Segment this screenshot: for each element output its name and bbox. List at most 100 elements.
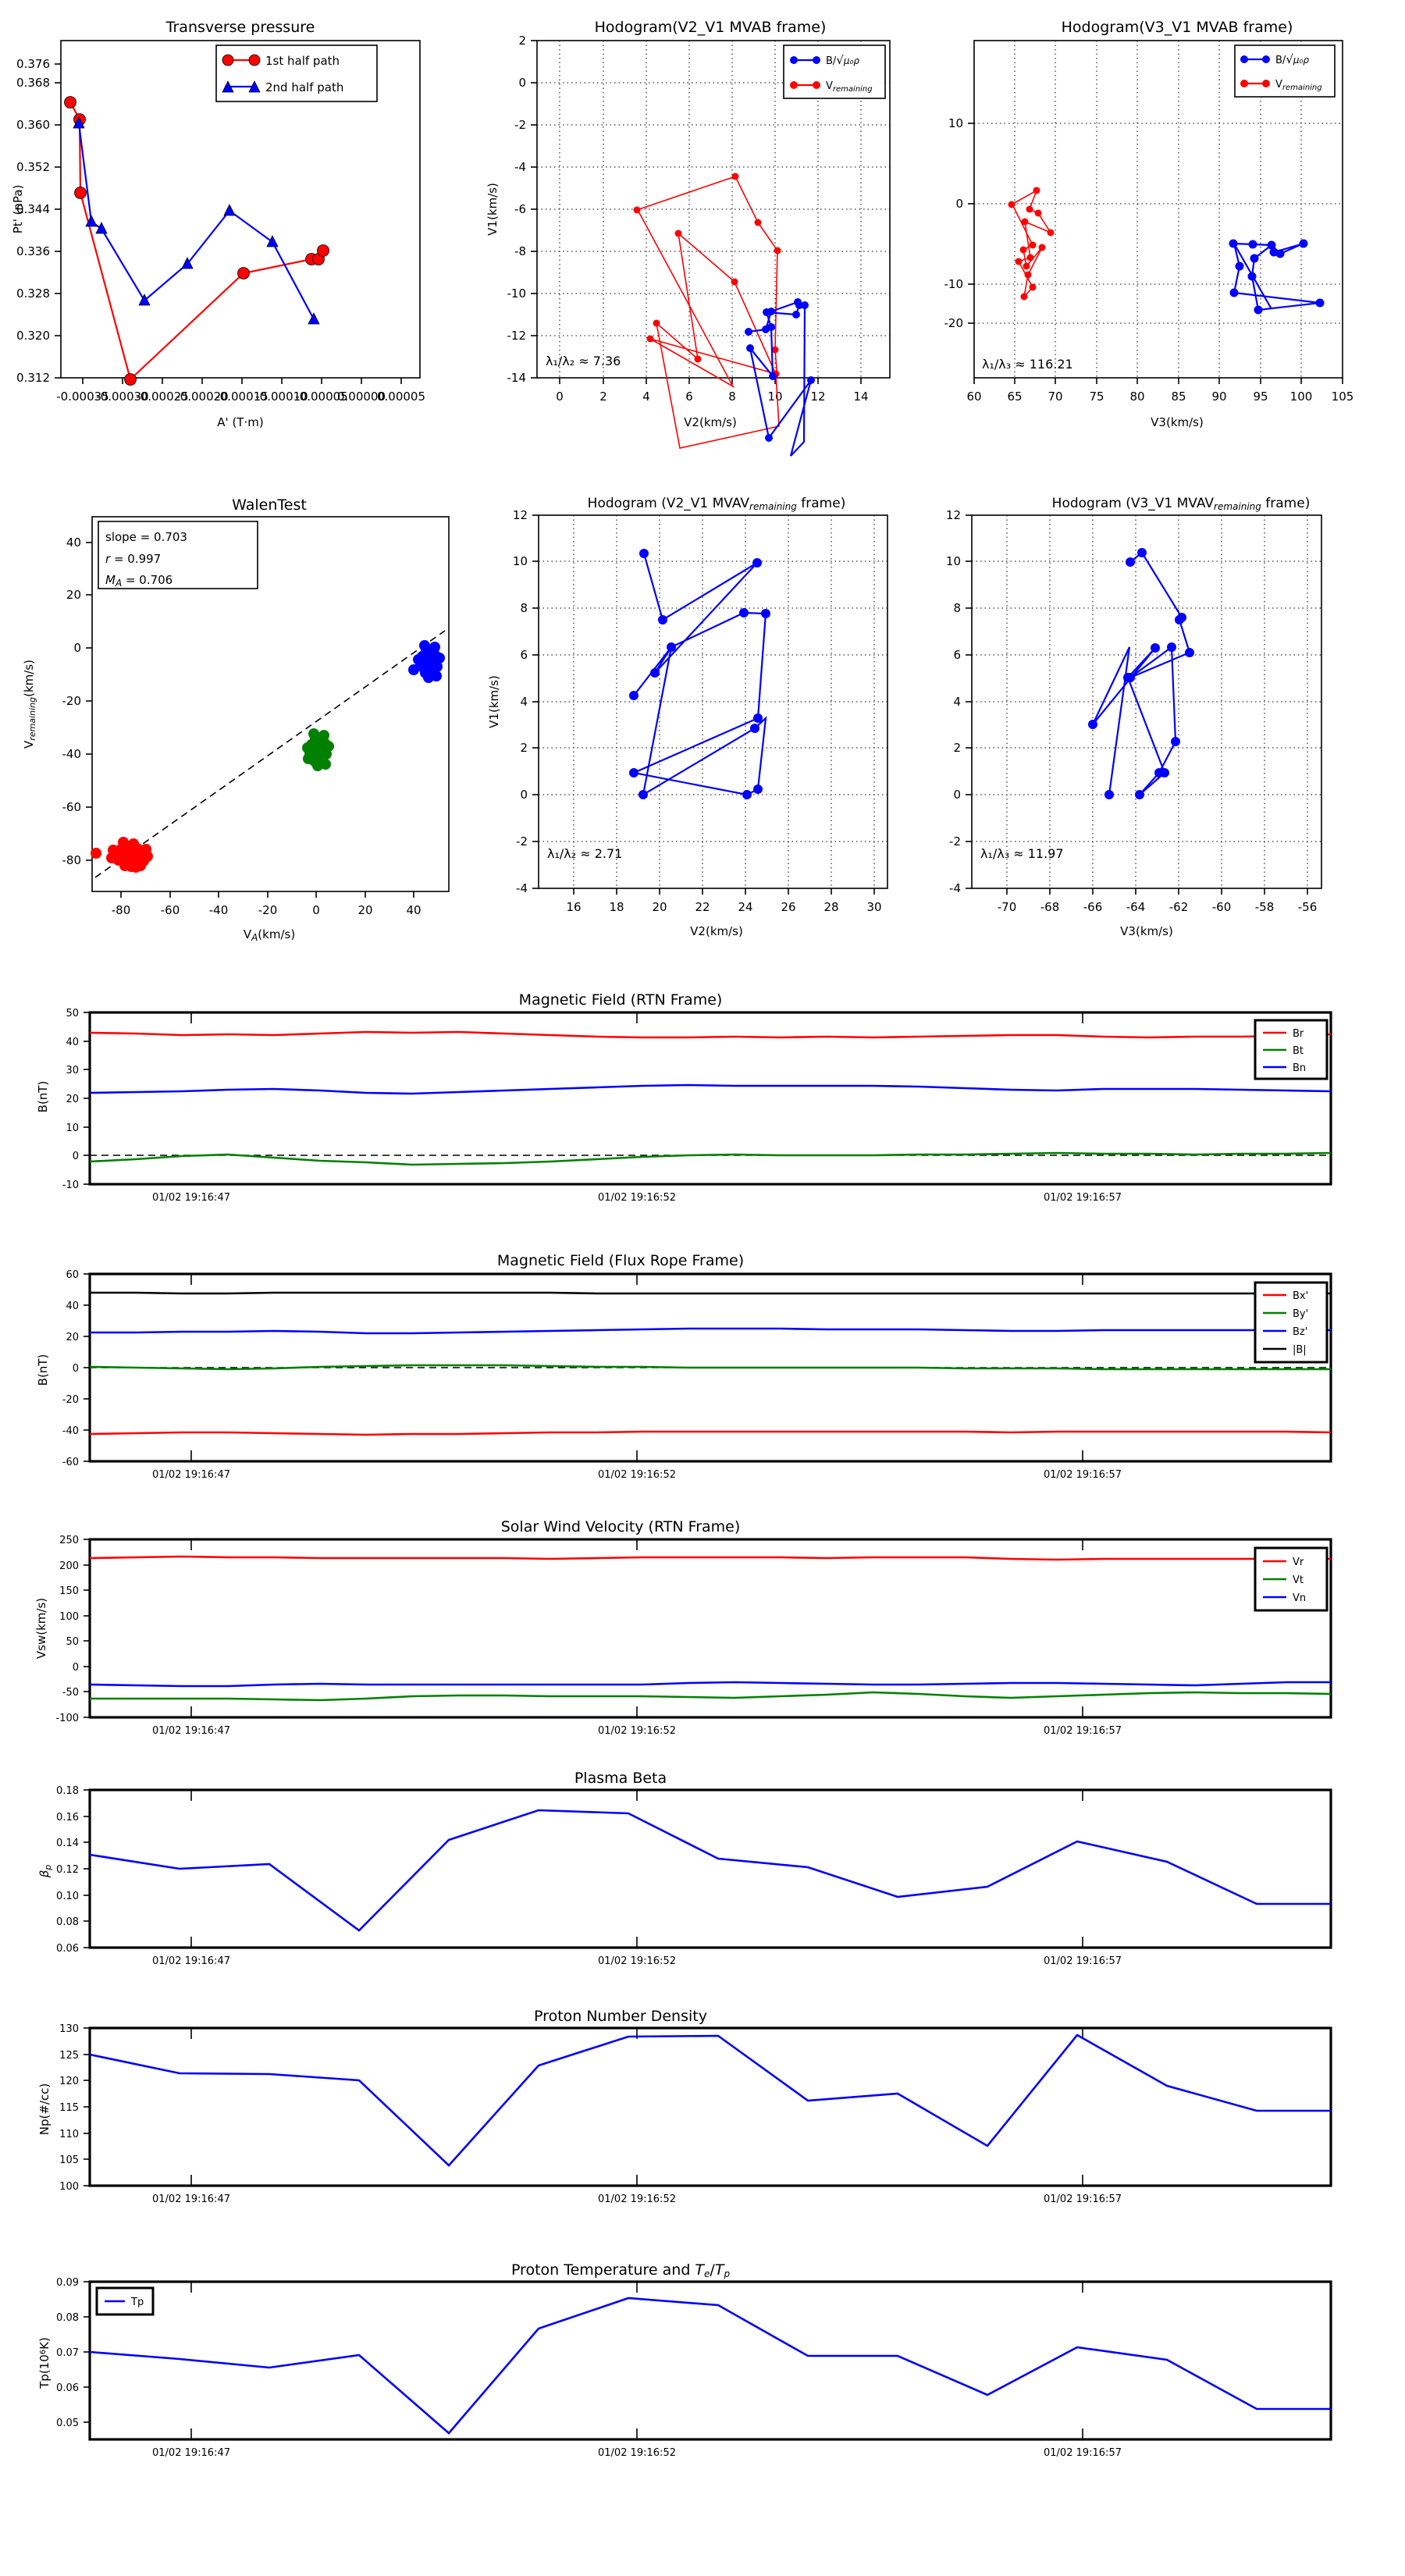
svg-text:100: 100 xyxy=(1290,390,1313,404)
svg-text:01/02 19:16:52: 01/02 19:16:52 xyxy=(598,1955,676,1967)
axes-frame xyxy=(88,2026,1332,2187)
svg-text:0.320: 0.320 xyxy=(16,329,50,343)
svg-text:8: 8 xyxy=(953,601,961,615)
legend-label-vn: Vn xyxy=(1293,1592,1306,1604)
x-axis-ticks: 0 2 4 6 8 10 12 14 xyxy=(556,378,869,404)
legend-label-vr: Vr xyxy=(1293,1557,1304,1568)
svg-text:0: 0 xyxy=(953,788,961,802)
svg-text:-12: -12 xyxy=(507,329,527,343)
series-vt xyxy=(90,1691,1332,1702)
svg-text:2: 2 xyxy=(518,34,526,48)
y-axis-ticks: -14 -12 -10 -8 -6 -4 -2 0 2 xyxy=(507,34,537,385)
svg-text:10: 10 xyxy=(767,390,782,404)
y-axis-ticks: 100 105 110 115 120 125 130 xyxy=(59,2023,90,2193)
panel-transverse-pressure: Transverse pressure 0.312 0.320 0.328 0.… xyxy=(0,0,468,461)
svg-text:-2: -2 xyxy=(514,118,526,132)
x-axis-label: V3(km/s) xyxy=(1151,415,1204,429)
svg-text:-66: -66 xyxy=(1083,900,1103,914)
svg-text:0.312: 0.312 xyxy=(16,371,50,385)
svg-text:01/02 19:16:57: 01/02 19:16:57 xyxy=(1044,1192,1122,1204)
svg-text:0.344: 0.344 xyxy=(16,202,50,216)
legend-transverse-pressure[interactable]: 1st half path 2nd half path xyxy=(215,44,378,102)
svg-text:0.07: 0.07 xyxy=(56,2347,79,2359)
svg-text:105: 105 xyxy=(1332,390,1354,404)
cluster-blue xyxy=(408,640,445,683)
svg-text:-20: -20 xyxy=(258,903,278,917)
panel-hodogram-v3v1-mvav: Hodogram (V3_V1 MVAVremaining frame) xyxy=(937,461,1405,938)
svg-text:20: 20 xyxy=(652,900,667,914)
svg-text:-0.00025: -0.00025 xyxy=(136,390,188,404)
svg-text:0.10: 0.10 xyxy=(56,1891,79,1902)
series-vn xyxy=(89,1681,1331,1688)
svg-text:-20: -20 xyxy=(944,316,964,330)
svg-text:0.00005: 0.00005 xyxy=(377,390,425,404)
svg-text:10: 10 xyxy=(948,116,963,130)
svg-text:0.00000: 0.00000 xyxy=(337,390,386,404)
svg-text:85: 85 xyxy=(1171,390,1186,404)
x-axis-ticks: -70 -68 -66 -64 -62 -60 -58 -56 xyxy=(998,888,1317,914)
y-axis-ticks: -60 -40 -20 0 20 40 60 xyxy=(62,1269,90,1468)
panel-title: Proton Number Density xyxy=(534,2008,707,2025)
legend-label-tp: Tp xyxy=(130,2297,144,2308)
legend-label-bn: Bn xyxy=(1293,1062,1306,1074)
svg-text:0.06: 0.06 xyxy=(56,1943,79,1955)
svg-text:01/02 19:16:52: 01/02 19:16:52 xyxy=(598,2194,676,2205)
svg-text:110: 110 xyxy=(59,2129,79,2140)
legend-proton-temperature[interactable]: Tp xyxy=(95,2286,155,2316)
legend-hodogram[interactable]: B/√μ₀ρ Vremaining xyxy=(1234,44,1336,98)
panel-walen-test: WalenTest -80 -60 -40 -20 0 20 40 -80 -6… xyxy=(0,461,468,943)
svg-text:250: 250 xyxy=(59,1535,79,1546)
svg-text:65: 65 xyxy=(1007,390,1022,404)
svg-text:0.368: 0.368 xyxy=(16,76,50,90)
fit-line xyxy=(94,630,446,878)
x-axis-ticks: 01/02 19:16:47 01/02 19:16:52 01/02 19:1… xyxy=(152,1012,1122,1204)
svg-text:0: 0 xyxy=(73,1151,79,1162)
svg-text:-50: -50 xyxy=(62,1687,79,1699)
svg-text:-80: -80 xyxy=(112,903,131,917)
svg-text:01/02 19:16:47: 01/02 19:16:47 xyxy=(152,2447,230,2459)
y-axis-label: V1(km/s) xyxy=(486,183,500,236)
series-b-over-sqrt-mu0rho xyxy=(629,549,770,799)
svg-text:0.06: 0.06 xyxy=(56,2382,79,2394)
legend-solar-wind-velocity[interactable]: Vr Vt Vn xyxy=(1254,1546,1329,1612)
legend-label-balfven: B/√μ₀ρ xyxy=(1275,52,1309,66)
legend-magnetic-field-fluxrope[interactable]: Bx' By' Bz' |B| xyxy=(1254,1281,1329,1364)
legend-label-2nd-half: 2nd half path xyxy=(265,80,343,94)
x-axis-ticks: -0.00035 -0.00030 -0.00025 -0.00020 -0.0… xyxy=(56,378,425,404)
svg-text:-0.00020: -0.00020 xyxy=(176,390,228,404)
panel-proton-number-density: Proton Number Density 100 105 110 115 12… xyxy=(0,1975,1405,2209)
panel-hodogram-v2v1-mvab: Hodogram(V2_V1 MVAB frame) xyxy=(468,0,937,461)
axes-frame xyxy=(973,40,1343,379)
y-axis-label: B(nT) xyxy=(36,1354,50,1386)
svg-text:-4: -4 xyxy=(514,160,526,174)
series-by xyxy=(89,1364,1331,1371)
legend-hodogram[interactable]: B/√μ₀ρ Vremaining xyxy=(783,44,886,99)
legend-magnetic-field-rtn[interactable]: Br Bt Bn xyxy=(1254,1019,1329,1080)
svg-text:-60: -60 xyxy=(62,1457,79,1468)
svg-text:01/02 19:16:47: 01/02 19:16:47 xyxy=(152,1192,230,1204)
x-axis-label: V2(km/s) xyxy=(684,415,737,429)
svg-text:10: 10 xyxy=(946,554,961,568)
y-axis-label: B(nT) xyxy=(36,1081,50,1113)
svg-text:01/02 19:16:52: 01/02 19:16:52 xyxy=(598,1725,676,1737)
svg-text:0: 0 xyxy=(73,1363,79,1375)
svg-text:40: 40 xyxy=(66,535,81,550)
x-axis-ticks: 01/02 19:16:47 01/02 19:16:52 01/02 19:1… xyxy=(152,1539,1122,1737)
svg-text:0.09: 0.09 xyxy=(56,2277,79,2289)
legend-label-babs: |B| xyxy=(1293,1344,1307,1356)
svg-text:-40: -40 xyxy=(62,747,82,761)
x-axis-ticks: -80 -60 -40 -20 0 20 40 xyxy=(112,891,422,917)
svg-text:8: 8 xyxy=(520,601,528,615)
svg-text:-60: -60 xyxy=(161,903,180,917)
panel-hodogram-v2v1-mvav: Hodogram (V2_V1 MVAVremaining frame) xyxy=(468,461,937,938)
y-axis-label: Np(#/cc) xyxy=(37,2083,52,2136)
panel-title: Plasma Beta xyxy=(574,1770,667,1787)
axes-frame xyxy=(88,1538,1332,1719)
svg-text:-58: -58 xyxy=(1255,900,1275,914)
svg-text:-0.00030: -0.00030 xyxy=(96,390,148,404)
svg-text:0.14: 0.14 xyxy=(56,1838,79,1849)
svg-text:10: 10 xyxy=(66,1123,79,1134)
y-axis-label: Tp(106K) xyxy=(37,2337,52,2389)
eigenvalue-ratio-annotation: λ₁/λ₃ ≈ 116.21 xyxy=(982,357,1073,372)
series-proton-temperature xyxy=(89,2297,1331,2435)
